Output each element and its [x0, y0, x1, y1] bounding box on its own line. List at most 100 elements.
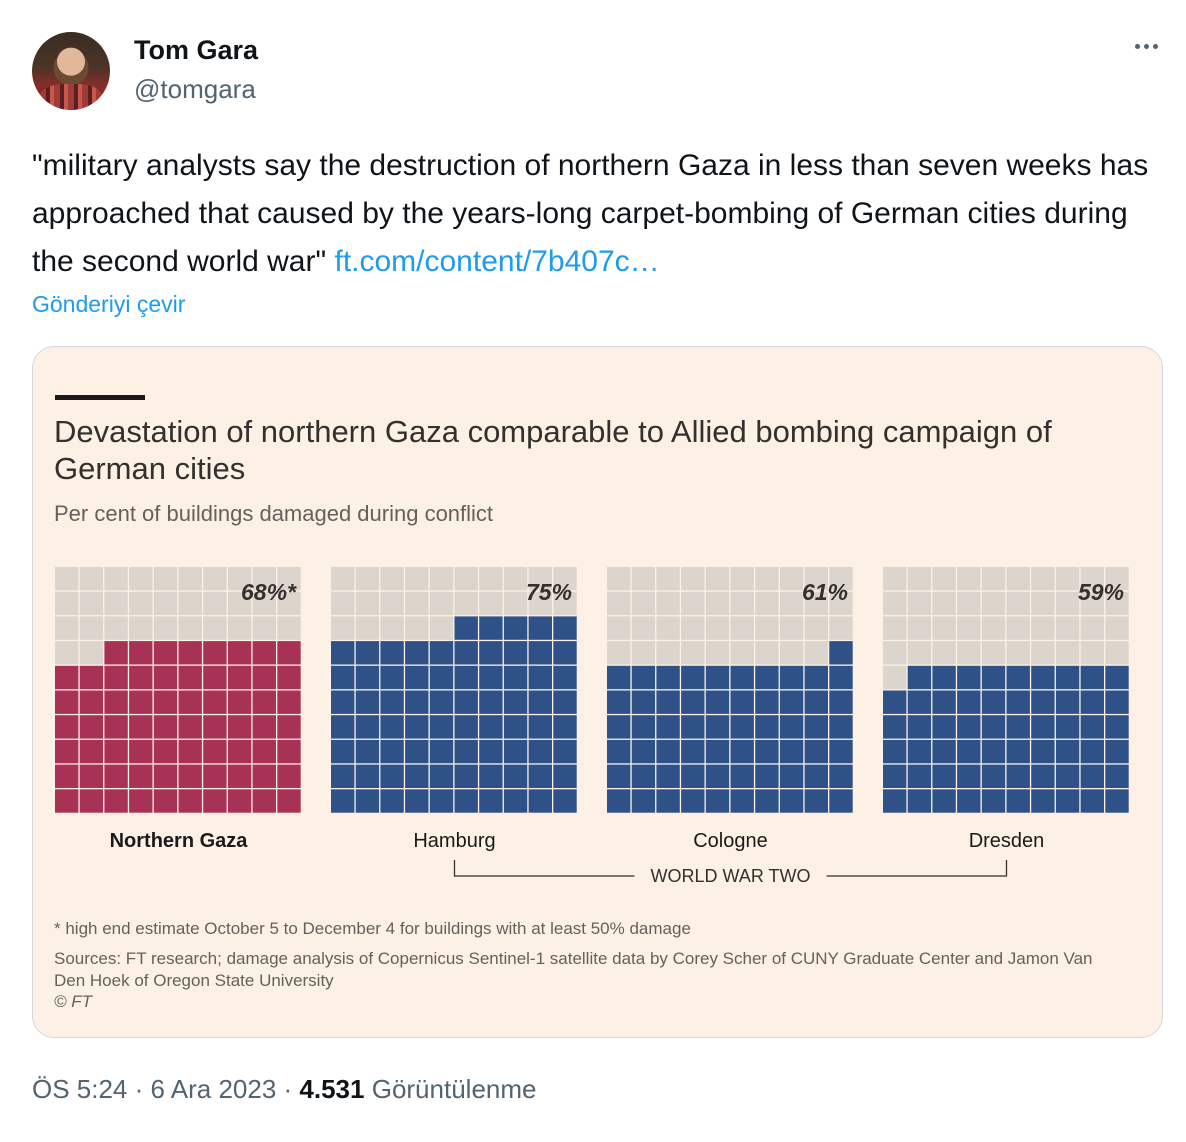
waffle-cell-filled	[454, 789, 478, 813]
waffle-cell-filled	[55, 665, 79, 690]
waffle-cell-empty	[55, 567, 79, 591]
waffle-cell-empty	[528, 591, 552, 616]
waffle-cell-empty	[607, 591, 631, 616]
author-name[interactable]: Tom Gara	[134, 35, 259, 65]
waffle-cell-empty	[479, 591, 503, 616]
waffle-cell-filled	[656, 665, 680, 690]
waffle-cell-filled	[755, 764, 779, 788]
waffle-cell-empty	[252, 616, 276, 640]
waffle-cell-filled	[957, 739, 981, 764]
waffle-cell-empty	[1031, 591, 1055, 616]
tweet-link[interactable]: ft.com/content/7b407c…	[334, 245, 660, 278]
waffle-cell-filled	[607, 739, 631, 764]
waffle-cell-empty	[405, 591, 429, 616]
waffle-cell-empty	[981, 567, 1006, 591]
waffle-cell-empty	[227, 616, 252, 640]
waffle-cell-filled	[932, 789, 956, 813]
waffle-cell-filled	[607, 789, 631, 813]
waffle-cell-empty	[129, 567, 153, 591]
waffle-cell-filled	[804, 665, 828, 690]
waffle-cell-filled	[79, 789, 104, 813]
waffle-cell-empty	[1105, 641, 1129, 665]
tweet-time[interactable]: ÖS 5:24	[32, 1074, 128, 1104]
waffle-cell-filled	[755, 715, 779, 739]
waffle-cell-filled	[883, 715, 907, 739]
waffle-cell-empty	[755, 641, 779, 665]
waffle-cell-filled	[1031, 764, 1055, 788]
waffle-cell-filled	[553, 715, 577, 739]
waffle-cell-empty	[1055, 591, 1080, 616]
waffle-cell-filled	[277, 641, 301, 665]
waffle-cell-filled	[553, 690, 577, 714]
waffle-cell-filled	[429, 764, 454, 788]
waffle-cell-filled	[129, 641, 153, 665]
waffle-cell-filled	[883, 690, 907, 714]
waffle-cell-filled	[730, 789, 754, 813]
waffle-cell-filled	[631, 789, 656, 813]
waffle-cell-filled	[355, 665, 380, 690]
media-card[interactable]: Devastation of northern Gaza comparable …	[32, 346, 1163, 1038]
waffle-cell-empty	[804, 567, 828, 591]
waffle-cell-filled	[656, 739, 680, 764]
waffle-cell-filled	[104, 641, 128, 665]
waffle-cell-empty	[804, 616, 828, 640]
waffle-cell-filled	[380, 739, 404, 764]
tweet-date[interactable]: 6 Ara 2023	[150, 1074, 277, 1104]
waffle-cell-filled	[981, 789, 1006, 813]
waffle-cell-filled	[178, 739, 202, 764]
waffle-cell-filled	[553, 739, 577, 764]
translate-link[interactable]: Gönderiyi çevir	[32, 291, 186, 317]
waffle-cell-filled	[1031, 715, 1055, 739]
waffle-cell-empty	[178, 591, 202, 616]
waffle-cell-filled	[932, 665, 956, 690]
waffle-cell-filled	[528, 616, 552, 640]
waffle-cell-empty	[681, 641, 705, 665]
waffle-cell-filled	[479, 665, 503, 690]
waffle-cell-empty	[178, 567, 202, 591]
waffle-cell-empty	[932, 591, 956, 616]
waffle-cell-empty	[1080, 641, 1104, 665]
waffle-cell-empty	[907, 567, 932, 591]
waffle-cell-filled	[1055, 739, 1080, 764]
waffle-cell-filled	[277, 739, 301, 764]
waffle-cell-filled	[429, 690, 454, 714]
waffle-cell-filled	[957, 715, 981, 739]
more-options-icon[interactable]	[1128, 28, 1164, 64]
author-handle[interactable]: @tomgara	[134, 74, 256, 104]
waffle-cell-filled	[79, 739, 104, 764]
avatar[interactable]	[32, 32, 110, 110]
waffle-cell-empty	[380, 591, 404, 616]
waffle-cell-filled	[804, 739, 828, 764]
waffle-cell-filled	[1105, 764, 1129, 788]
waffle-cell-empty	[429, 616, 454, 640]
waffle-cell-empty	[55, 641, 79, 665]
waffle-cell-filled	[829, 715, 853, 739]
waffle-cell-empty	[1006, 567, 1030, 591]
waffle-cell-empty	[705, 591, 730, 616]
waffle-cell-filled	[779, 739, 804, 764]
waffle-cell-empty	[1105, 616, 1129, 640]
waffle-cell-filled	[1055, 715, 1080, 739]
waffle-cell-filled	[479, 641, 503, 665]
waffle-cell-filled	[503, 616, 528, 640]
waffle-cell-filled	[553, 789, 577, 813]
waffle-cell-filled	[454, 616, 478, 640]
waffle-cell-empty	[957, 567, 981, 591]
waffle-cell-filled	[1055, 789, 1080, 813]
waffle-cell-empty	[804, 641, 828, 665]
waffle-cell-filled	[252, 789, 276, 813]
waffle-cell-empty	[79, 591, 104, 616]
waffle-cell-filled	[681, 715, 705, 739]
waffle-cell-filled	[79, 715, 104, 739]
waffle-cell-filled	[981, 665, 1006, 690]
waffle-cell-empty	[957, 591, 981, 616]
waffle-cell-empty	[331, 567, 355, 591]
waffle-cell-filled	[178, 764, 202, 788]
waffle-cell-filled	[129, 739, 153, 764]
waffle-cell-filled	[178, 715, 202, 739]
value-label: 59%	[1078, 579, 1124, 605]
waffle-cell-filled	[178, 789, 202, 813]
waffle-cell-filled	[607, 715, 631, 739]
waffle-cell-filled	[331, 789, 355, 813]
waffle-cell-empty	[804, 591, 828, 616]
